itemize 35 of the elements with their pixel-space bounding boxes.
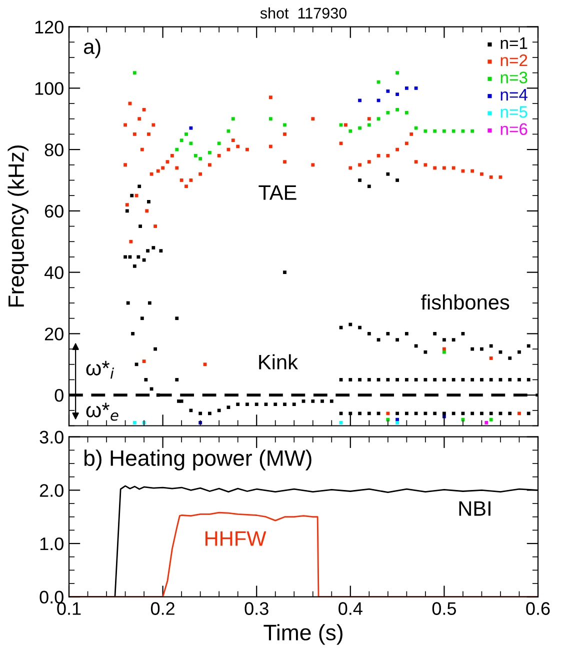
x-tick-label: 0.6 [526, 602, 550, 615]
annotation: TAE [258, 185, 296, 200]
y-tick-label: 40 [44, 266, 64, 280]
x-tick-label: 0.4 [338, 602, 362, 615]
x-tick-label: 0.1 [57, 602, 81, 615]
chart-title: shot 117930 [260, 7, 347, 19]
annotation: Kink [259, 354, 298, 370]
legend-label: n=5 [500, 106, 528, 118]
text: b) Heating power (MW) [84, 450, 312, 470]
annotation: a) [84, 38, 100, 58]
y-tick-label: 0.0 [40, 590, 64, 604]
y-tick-label: 20 [44, 328, 64, 340]
x-axis-title: Time (s) [264, 624, 342, 645]
y-tick-label: 1.0 [40, 537, 64, 550]
x-tick-label: 0.5 [432, 602, 456, 615]
y-tick-label: 120 [35, 20, 64, 34]
y-tick-label: 3.0 [40, 430, 64, 444]
annotation: ω*$_{e}$ [86, 402, 118, 421]
y-tick-label: 0 [54, 389, 64, 402]
y-tick-label: 2.0 [40, 484, 64, 497]
annotation: ω*$_{i}$ [86, 360, 114, 379]
y-tick-label: 80 [44, 143, 64, 156]
legend-label: n=3 [500, 72, 528, 84]
legend-label: n=2 [500, 54, 528, 66]
legend-label: NBI [459, 501, 490, 516]
y-tick-label: 60 [44, 204, 64, 218]
series-label: HHFW [205, 531, 266, 546]
legend-label: n=6 [500, 123, 528, 136]
x-tick-label: 0.2 [150, 602, 174, 615]
legend-label: n=1 [500, 37, 528, 49]
y-axis-title: Frequency (kHz) [8, 146, 28, 307]
y-tick-label: 100 [35, 82, 64, 95]
x-tick-label: 0.3 [244, 602, 268, 615]
legend-label: n=4 [500, 88, 528, 100]
annotation: fishbones [421, 294, 510, 310]
